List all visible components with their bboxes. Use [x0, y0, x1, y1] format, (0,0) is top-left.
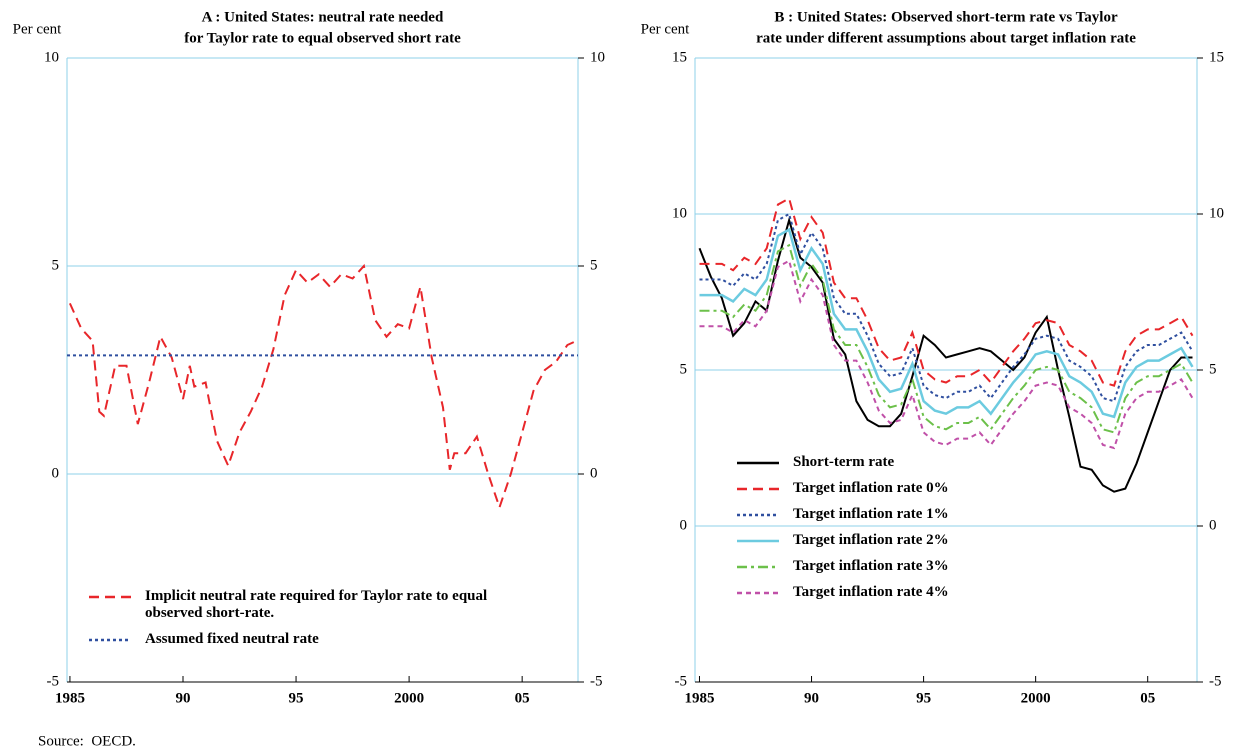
data-line — [698, 216, 1193, 493]
x-tick-label: 2000 — [394, 690, 424, 706]
x-tick-label: 90 — [175, 690, 190, 706]
data-line — [699, 212, 1194, 403]
data-line — [68, 263, 577, 511]
chart-title: rate under different assumptions about t… — [756, 30, 1136, 46]
legend-item: Target inflation rate 4% — [737, 584, 1037, 601]
y-tick-label: 10 — [672, 205, 687, 221]
legend-item: Implicit neutral rate required for Taylo… — [89, 588, 489, 622]
legend-item: Target inflation rate 2% — [737, 532, 1037, 549]
legend-label: Target inflation rate 4% — [793, 584, 949, 600]
legend-swatch — [737, 461, 779, 465]
legend: Implicit neutral rate required for Taylo… — [89, 588, 489, 657]
legend-label: Short-term rate — [793, 454, 895, 470]
legend-item: Assumed fixed neutral rate — [89, 631, 489, 648]
legend-item: Target inflation rate 0% — [737, 480, 1037, 497]
x-tick-label: 1985 — [684, 690, 714, 706]
x-tick-label: 90 — [804, 690, 819, 706]
y-tick-label-right: -5 — [1209, 673, 1222, 689]
y-tick-label-right: 5 — [590, 257, 598, 273]
legend-item: Target inflation rate 3% — [737, 558, 1037, 575]
chart-title: A : United States: neutral rate needed — [202, 9, 444, 25]
x-tick-label: 95 — [289, 690, 304, 706]
x-tick-label: 05 — [515, 690, 530, 706]
y-tick-label-right: 15 — [1209, 49, 1224, 65]
y-tick-label-right: 10 — [590, 49, 605, 65]
y-tick-label: 10 — [44, 49, 59, 65]
legend-swatch — [737, 513, 779, 517]
y-tick-label-right: 0 — [1209, 517, 1217, 533]
y-tick-label-right: 0 — [590, 465, 598, 481]
x-tick-label: 05 — [1140, 690, 1155, 706]
legend-swatch — [737, 591, 779, 595]
legend-swatch — [737, 565, 779, 569]
y-tick-label: 0 — [52, 465, 60, 481]
y-tick-label: 0 — [680, 517, 688, 533]
y-tick-label: -5 — [675, 673, 688, 689]
legend-label: Target inflation rate 2% — [793, 532, 949, 548]
x-tick-label: 1985 — [55, 690, 85, 706]
legend-item: Short-term rate — [737, 454, 1037, 471]
legend: Short-term rate Target inflation rate 0% T… — [737, 454, 1037, 610]
data-line — [699, 227, 1194, 419]
legend-label: Target inflation rate 3% — [793, 558, 949, 574]
legend-item: Target inflation rate 1% — [737, 506, 1037, 523]
legend-swatch — [89, 595, 131, 599]
data-line — [699, 243, 1194, 434]
y-tick-label: -5 — [47, 673, 60, 689]
legend-label: Implicit neutral rate required for Taylo… — [145, 588, 488, 621]
y-tick-label: 5 — [52, 257, 60, 273]
y-tick-label-right: -5 — [590, 673, 603, 689]
y-tick-label: 5 — [680, 361, 688, 377]
y-tick-label: 15 — [672, 49, 687, 65]
source-note: Source: OECD. — [38, 733, 136, 749]
legend-label: Target inflation rate 1% — [793, 506, 949, 522]
x-tick-label: 95 — [916, 690, 931, 706]
data-line — [699, 196, 1194, 387]
chart-title: for Taylor rate to equal observed short … — [184, 30, 461, 46]
legend-swatch — [737, 539, 779, 543]
chart-title: B : United States: Observed short-term r… — [774, 9, 1118, 25]
y-tick-label-right: 10 — [1209, 205, 1224, 221]
legend-swatch — [737, 487, 779, 491]
legend-label: Assumed fixed neutral rate — [145, 631, 319, 647]
y-axis-label: Per cent — [641, 21, 691, 37]
legend-label: Target inflation rate 0% — [793, 480, 949, 496]
x-tick-label: 2000 — [1021, 690, 1051, 706]
y-tick-label-right: 5 — [1209, 361, 1217, 377]
y-axis-label: Per cent — [13, 21, 63, 37]
data-line — [699, 259, 1194, 450]
legend-swatch — [89, 638, 131, 642]
